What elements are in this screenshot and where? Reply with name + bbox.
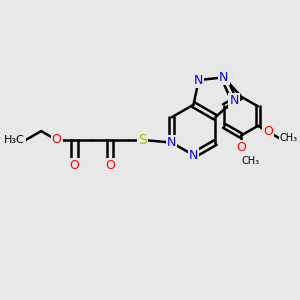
Text: N: N	[219, 71, 229, 84]
Text: O: O	[236, 141, 246, 154]
Text: N: N	[230, 94, 239, 107]
Text: CH₃: CH₃	[280, 134, 298, 143]
Text: O: O	[69, 159, 79, 172]
Text: N: N	[167, 136, 176, 149]
Text: O: O	[105, 159, 115, 172]
Text: N: N	[194, 74, 203, 86]
Text: CH₃: CH₃	[241, 156, 259, 166]
Text: H₃C: H₃C	[4, 135, 25, 145]
Text: O: O	[52, 134, 61, 146]
Text: O: O	[263, 125, 273, 138]
Text: N: N	[189, 149, 198, 162]
Text: S: S	[138, 133, 147, 147]
